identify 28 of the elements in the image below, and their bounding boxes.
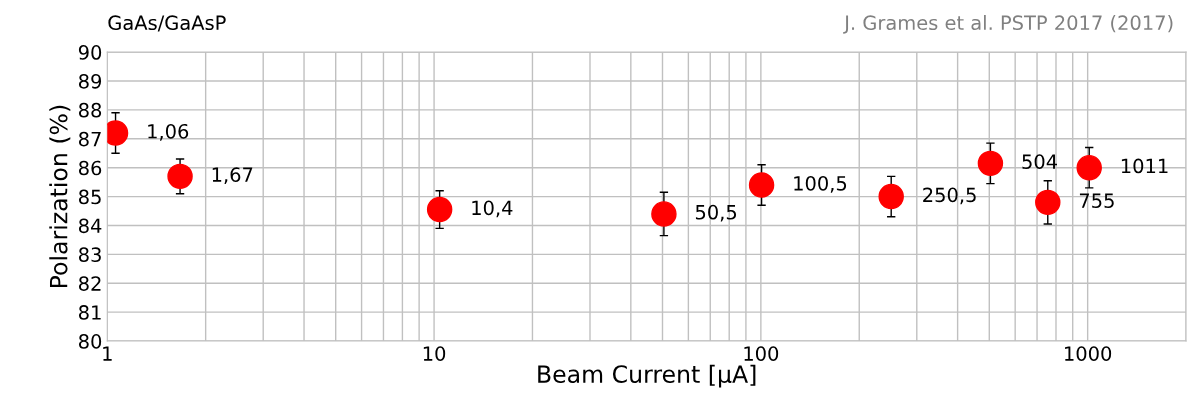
y-tick-label: 85 bbox=[78, 189, 101, 205]
y-tick-label: 88 bbox=[78, 102, 102, 118]
y-tick-label: 84 bbox=[78, 218, 102, 234]
annotation: 1,06 bbox=[148, 123, 189, 141]
y-tick-label: 81 bbox=[78, 305, 101, 320]
y-axis-title: Polarization (%) bbox=[49, 105, 71, 288]
annotation: 100,5 bbox=[794, 175, 847, 193]
annotation: 755 bbox=[1079, 193, 1114, 208]
chart-title: GaAs/GaAsP bbox=[108, 15, 226, 32]
x-tick-label: 100 bbox=[744, 346, 779, 361]
annotation: 10,4 bbox=[472, 200, 513, 218]
annotation: 50,5 bbox=[695, 204, 737, 222]
annotation: 1011 bbox=[1121, 158, 1168, 174]
y-tick-label: 87 bbox=[78, 131, 101, 147]
y-tick-label: 80 bbox=[78, 334, 102, 349]
x-tick-label: 1 bbox=[103, 346, 112, 361]
annotation: 504 bbox=[1022, 154, 1057, 169]
text: J. Grames et al. PSTP 2017 (2017) bbox=[843, 15, 1173, 34]
annotation: 250,5 bbox=[923, 187, 976, 205]
x-axis-title: Beam Current [μA] bbox=[538, 364, 756, 388]
y-tick-label: 90 bbox=[78, 45, 102, 60]
annotation: 1,67 bbox=[212, 167, 253, 184]
x-tick-label: 1000 bbox=[1065, 346, 1112, 361]
y-tick-label: 86 bbox=[78, 160, 102, 176]
y-tick-label: 89 bbox=[78, 73, 102, 89]
y-tick-label: 83 bbox=[78, 247, 101, 263]
x-tick-label: 10 bbox=[423, 346, 446, 361]
y-tick-label: 82 bbox=[78, 276, 101, 291]
